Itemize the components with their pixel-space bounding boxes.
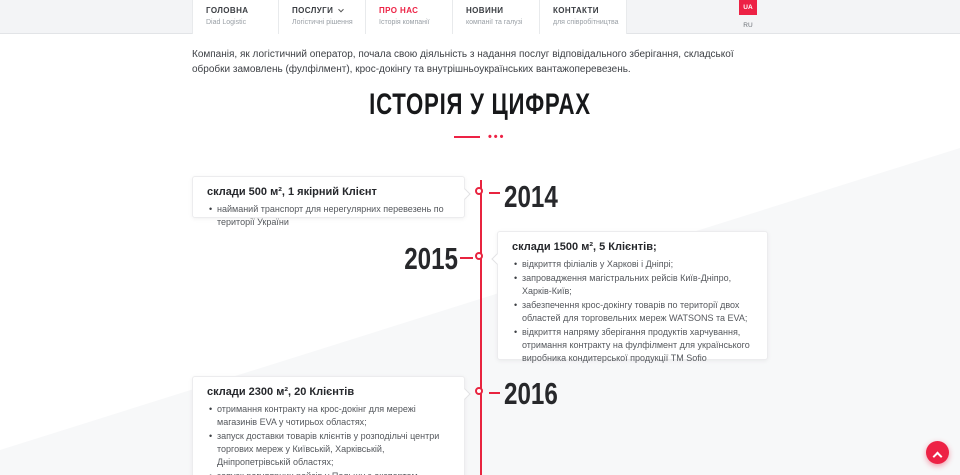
intro-paragraph: Компанія, як логістичний оператор, почал…	[192, 49, 734, 75]
nav-item-contacts[interactable]: КОНТАКТИ для співробітництва	[540, 0, 627, 34]
card-bullets: відкриття філіалів у Харкові і Дніпрі;за…	[512, 258, 755, 365]
nav-item-services[interactable]: ПОСЛУГИ Логістичні рішення	[279, 0, 366, 34]
nav-item-home[interactable]: ГОЛОВНА Diad Logistic	[192, 0, 279, 34]
nav-item-subtitle: Історія компанії	[379, 19, 430, 26]
timeline-node-2014	[475, 187, 483, 195]
chevron-down-icon	[338, 6, 345, 13]
timeline-connector-2016	[489, 392, 500, 394]
timeline-card-2014: склади 500 м², 1 якірний Клієнт найманий…	[192, 176, 471, 227]
bullet-item: відкриття філіалів у Харкові і Дніпрі;	[512, 258, 755, 271]
year-label-2015: 2015	[404, 241, 458, 276]
timeline-line	[480, 180, 482, 475]
nav-menu: ГОЛОВНА Diad Logistic ПОСЛУГИ Логістичні…	[192, 0, 627, 34]
timeline-connector-2014	[489, 192, 500, 194]
year-label-2016: 2016	[504, 376, 558, 411]
language-switcher: UA RU	[739, 0, 757, 29]
nav-item-subtitle: для співробітництва	[553, 19, 619, 26]
card-title: склади 1500 м², 5 Клієнтів;	[512, 241, 657, 253]
section-title: ІСТОРІЯ У ЦИФРАХ	[369, 88, 591, 121]
bullet-item: запуск регулярних рейсів у Польщу з експ…	[207, 470, 452, 475]
chevron-up-icon	[932, 451, 943, 461]
year-label-2014: 2014	[504, 179, 558, 214]
language-current-badge[interactable]: UA	[739, 0, 757, 15]
nav-item-news[interactable]: НОВИНИ компанії та галузі	[453, 0, 540, 34]
bullet-item: найманий транспорт для нерегулярних пере…	[207, 203, 452, 229]
nav-item-label: ПРО НАС	[379, 6, 419, 15]
nav-item-subtitle: Diad Logistic	[206, 19, 247, 26]
language-option-ru[interactable]: RU	[743, 22, 753, 29]
timeline-node-2015	[475, 252, 483, 260]
scroll-to-top-button[interactable]	[926, 441, 949, 464]
card-pointer-icon	[491, 253, 503, 265]
decoration-line	[454, 135, 481, 138]
nav-item-label: НОВИНИ	[466, 6, 504, 15]
bullet-item: запуск доставки товарів клієнтів у розпо…	[207, 430, 452, 469]
nav-item-subtitle: Логістичні рішення	[292, 19, 353, 26]
nav-item-label: ГОЛОВНА	[206, 6, 249, 15]
card-title: склади 500 м², 1 якірний Клієнт	[207, 186, 377, 198]
card-title: склади 2300 м², 20 Клієнтів	[207, 386, 355, 398]
bullet-item: отримання контракту на крос-докінг для м…	[207, 403, 452, 429]
card-bullets: найманий транспорт для нерегулярних пере…	[207, 203, 452, 229]
card-pointer-icon	[459, 188, 471, 200]
timeline-connector-2015	[460, 257, 473, 259]
top-navigation: ГОЛОВНА Diad Logistic ПОСЛУГИ Логістичні…	[0, 0, 960, 34]
timeline-card-2015: склади 1500 м², 5 Клієнтів; відкриття фі…	[491, 231, 768, 363]
bullet-item: відкриття напряму зберігання продуктів х…	[512, 326, 755, 365]
decoration-dots: •••	[487, 130, 506, 143]
timeline-card-2016: склади 2300 м², 20 Клієнтів отримання ко…	[192, 376, 471, 475]
nav-item-label: ПОСЛУГИ	[292, 6, 334, 15]
title-decoration: •••	[0, 128, 960, 146]
nav-item-subtitle: компанії та галузі	[466, 19, 523, 26]
bullet-item: забезпечення крос-докінгу товарів по тер…	[512, 299, 755, 325]
timeline-node-2016	[475, 387, 483, 395]
bullet-item: запровадження магістральних рейсів Київ-…	[512, 272, 755, 298]
nav-item-label: КОНТАКТИ	[553, 6, 599, 15]
card-bullets: отримання контракту на крос-докінг для м…	[207, 403, 452, 475]
nav-item-about-active[interactable]: ПРО НАС Історія компанії	[366, 0, 453, 34]
